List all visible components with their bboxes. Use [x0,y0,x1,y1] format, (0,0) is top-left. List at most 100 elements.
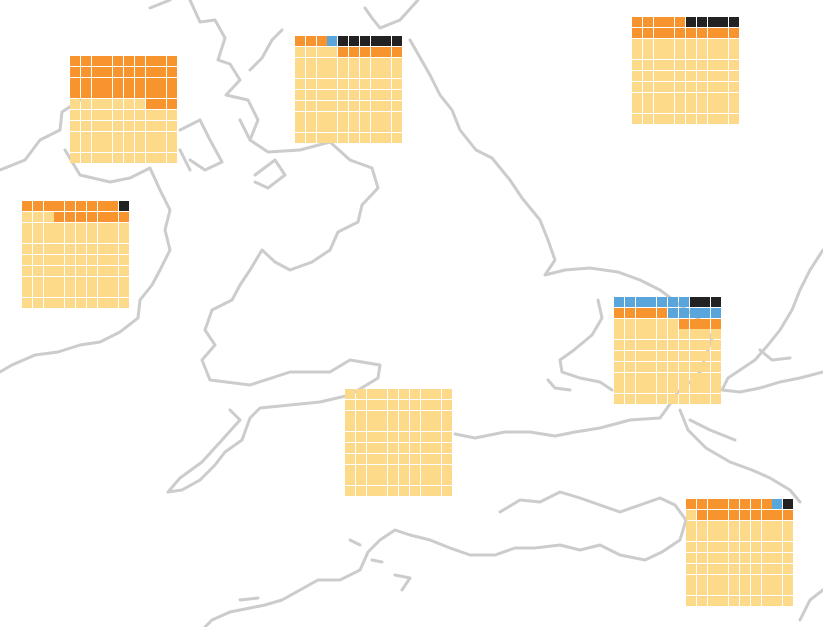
waffle-cell-light [700,329,711,340]
waffle-cell-light [22,255,32,265]
waffle-cell-light [316,122,327,133]
waffle-cell-light [22,265,32,276]
waffle-cell-light [381,100,392,111]
waffle-cell-orange [145,88,156,99]
waffle-cell-light [718,71,729,81]
waffle-cell-light [381,57,392,68]
waffle-cell-light [316,79,327,90]
waffle-cell-light [167,110,178,120]
coastline-south [203,408,802,627]
waffle-cell-light [657,372,668,383]
waffle-cell-light [370,111,381,122]
waffle-cell-orange [614,307,624,318]
waffle-cell-light [366,486,377,497]
waffle-cell-light [431,464,442,475]
waffle-cell-light [167,153,178,164]
waffle-cell-light [729,585,740,596]
waffle-cell-light [305,79,316,90]
waffle-cell-light [355,410,366,421]
waffle-cell-light [442,432,453,443]
waffle-cell-light [772,596,783,607]
waffle-cell-light [345,399,355,410]
waffle-cell-light [399,432,409,443]
waffle-cell-orange [642,17,653,27]
waffle-cell-light [359,100,370,111]
waffle-cell-orange [381,46,392,57]
waffle-cell-light [635,351,646,361]
waffle-cell-orange [696,509,707,520]
waffle-cell-light [409,410,420,421]
waffle-cell-light [22,211,32,222]
waffle-cell-light [76,287,86,298]
waffle-cell-orange [642,27,653,38]
waffle-cell-light [678,383,689,394]
waffle-cell-orange [696,27,707,38]
waffle-cell-light [657,361,668,372]
waffle-cell-light [349,68,359,79]
waffle-cell-light [359,133,370,144]
waffle-cell-light [668,394,678,405]
waffle-cell-light [772,574,783,585]
waffle-cell-light [646,351,657,361]
waffle-cell-light [327,133,338,144]
waffle-cell-light [91,153,102,164]
waffle-cell-orange [145,77,156,88]
waffle-cell-orange [707,509,718,520]
waffle-cell-light [305,57,316,68]
waffle-cell-light [97,233,108,244]
waffle-cell-light [377,475,388,486]
waffle-cell-light [54,222,65,233]
waffle-cell-orange [624,307,635,318]
waffle-cell-light [316,111,327,122]
waffle-cell-light [108,265,119,276]
waffle-cell-light [750,553,761,563]
waffle-cell-orange [22,201,32,211]
waffle-cell-light [420,432,431,443]
coastline-thames [546,298,614,392]
waffle-cell-light [420,421,431,432]
waffle-cell-light [349,57,359,68]
waffle-cell-light [113,99,124,110]
waffle-cell-light [65,244,76,255]
waffle-cell-light [729,531,740,542]
waffle-cell-light [783,596,794,607]
waffle-cell-orange [718,499,729,509]
waffle-cell-light [420,443,431,453]
waffle-cell-light [675,38,686,49]
waffle-cell-light [399,486,409,497]
waffle-cell-light [22,233,32,244]
waffle-cell-light [718,92,729,103]
waffle-cell-orange [156,88,167,99]
waffle-cell-orange [689,318,700,329]
waffle-cell-orange [119,211,130,222]
waffle-cell-light [381,68,392,79]
waffle-cell-light [696,38,707,49]
waffle-cell-light [134,131,145,142]
waffle-cell-light [711,329,722,340]
waffle-cell-light [772,563,783,574]
waffle-cell-light [76,255,86,265]
waffle-cell-black [392,36,403,46]
waffle-cell-light [76,233,86,244]
waffle-cell-light [729,49,740,60]
waffle-cell-orange [102,77,113,88]
waffle-cell-light [43,287,54,298]
waffle-cell-light [442,443,453,453]
waffle-cell-light [686,509,696,520]
waffle-cell-light [54,233,65,244]
waffle-cell-light [675,114,686,125]
waffle-cell-light [327,122,338,133]
waffle-cell-light [657,351,668,361]
waffle-chart-north-east [295,36,403,144]
waffle-cell-light [119,265,130,276]
waffle-cell-orange [80,66,91,77]
waffle-cell-light [399,464,409,475]
waffle-cell-orange [70,56,80,66]
waffle-cell-light [686,71,696,81]
waffle-cell-light [76,276,86,287]
waffle-cell-light [632,92,642,103]
waffle-cell-light [91,110,102,120]
waffle-cell-light [686,38,696,49]
waffle-cell-light [664,114,675,125]
waffle-cell-light [696,49,707,60]
